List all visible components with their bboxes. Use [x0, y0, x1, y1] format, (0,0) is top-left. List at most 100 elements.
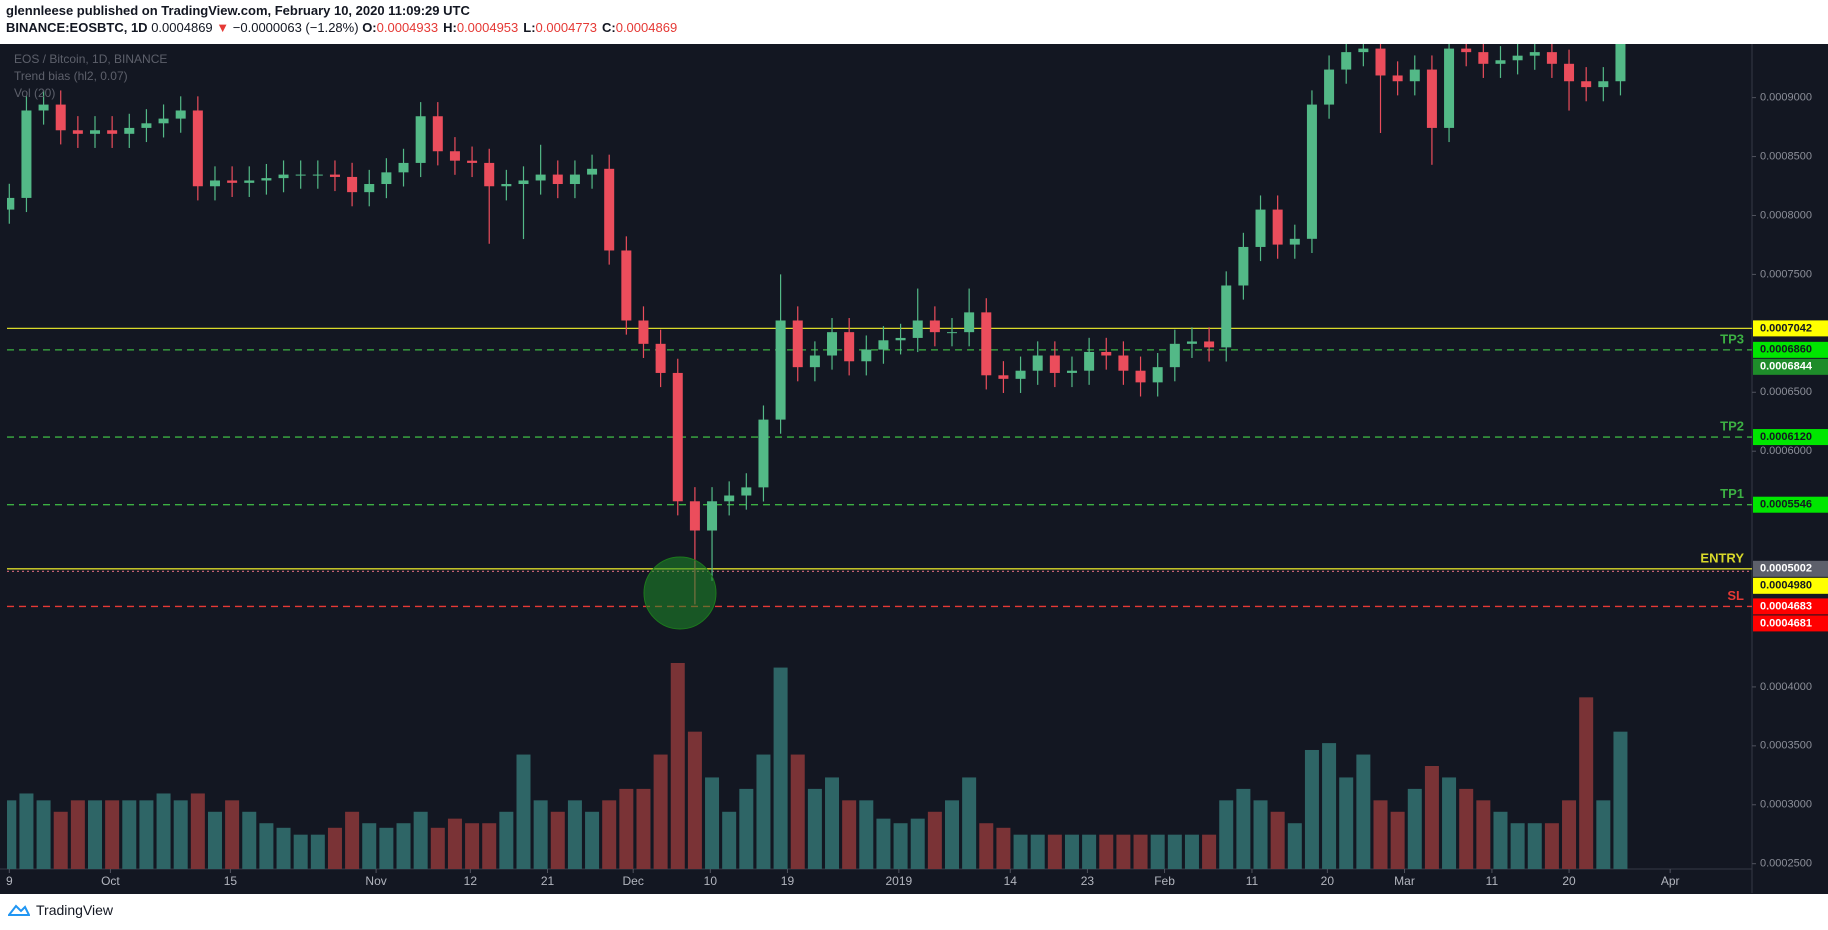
candle-body	[449, 151, 460, 161]
volume-bar	[345, 811, 360, 869]
volume-bar	[88, 800, 102, 869]
y-tick-label: 0.0003000	[1760, 799, 1812, 811]
volume-bar	[1184, 834, 1199, 869]
volume-bar	[499, 811, 514, 869]
volume-bar	[465, 823, 480, 869]
candle-body	[998, 375, 1009, 379]
candle-body	[707, 501, 718, 531]
volume-bar	[1064, 834, 1079, 869]
volume-bar	[1613, 731, 1628, 869]
candle-body	[621, 250, 632, 321]
candle-body	[518, 180, 529, 185]
level-name: TP3	[1720, 331, 1744, 346]
volume-bar	[173, 800, 188, 869]
volume-bar	[1459, 788, 1474, 869]
volume-bar	[1544, 823, 1559, 869]
volume-bar	[962, 777, 977, 869]
candle-body	[38, 104, 49, 111]
volume-bar	[550, 811, 565, 869]
candle-body	[501, 184, 512, 187]
volume-bar	[327, 827, 342, 869]
candle-body	[587, 168, 598, 175]
footer-brand: TradingView	[36, 902, 114, 918]
header: glennleese published on TradingView.com,…	[6, 2, 682, 36]
candle-body	[1564, 63, 1575, 82]
volume-bar	[1099, 834, 1114, 869]
candle-body	[827, 332, 838, 356]
volume-bar	[1030, 834, 1045, 869]
level-label: 0.0007042	[1760, 322, 1812, 334]
y-tick-label: 0.0004000	[1760, 681, 1812, 693]
volume-bar	[1527, 823, 1542, 869]
change: −0.0000063 (−1.28%)	[232, 20, 359, 35]
x-tick-label: 20	[1321, 874, 1335, 888]
candle-body	[964, 312, 975, 333]
candle-body	[741, 487, 752, 496]
level-label: 0.0005546	[1760, 499, 1812, 511]
candle-body	[912, 320, 923, 338]
ohlc-value: 0.0004773	[535, 20, 597, 35]
ohlc-value: 0.0004953	[456, 20, 519, 35]
candle-body	[1478, 52, 1489, 64]
level-label-box	[1753, 615, 1828, 632]
level-label-box	[1753, 496, 1828, 513]
entry-highlight	[643, 556, 717, 630]
candle-body	[758, 419, 769, 488]
candle-body	[381, 172, 392, 185]
volume-bar	[722, 811, 737, 869]
volume-bar	[413, 811, 428, 869]
legend-trend: Trend bias (hl2, 0.07)	[14, 69, 128, 83]
ohlc-key: O:	[362, 20, 377, 35]
chart: EOS / Bitcoin, 1D, BINANCE Trend bias (h…	[0, 44, 1828, 894]
ohlc-value: 0.0004869	[615, 20, 678, 35]
level-label: 0.0004681	[1760, 617, 1812, 629]
volume-bar	[1236, 788, 1251, 869]
x-tick-label: 20	[1562, 874, 1576, 888]
volume-bar	[293, 834, 308, 869]
y-tick-label: 0.0003500	[1760, 740, 1812, 752]
y-tick-label: 0.0006500	[1760, 386, 1812, 398]
candle-body	[878, 340, 889, 350]
volume-bar	[1082, 834, 1097, 869]
volume-bar	[1202, 834, 1217, 869]
x-tick-label: 23	[1081, 874, 1095, 888]
volume-bar	[1476, 800, 1491, 869]
level-label-box	[1753, 598, 1828, 615]
volume-bar	[1596, 800, 1611, 869]
volume-bar	[636, 788, 651, 869]
volume-bar	[1562, 800, 1577, 869]
volume-bar	[619, 788, 634, 869]
x-tick-label: 21	[541, 874, 555, 888]
ohlc: O:0.0004933 H:0.0004953 L:0.0004773 C:0.000…	[362, 20, 682, 35]
volume-bar	[1356, 754, 1371, 869]
candle-body	[398, 162, 409, 173]
x-tick-label: Apr	[1661, 874, 1680, 888]
volume-bar	[910, 818, 925, 869]
y-tick-label: 0.0007500	[1760, 268, 1812, 280]
candle-body	[1204, 341, 1215, 348]
level-label-box	[1753, 429, 1828, 446]
volume-bar	[602, 800, 617, 869]
x-tick-label: 15	[224, 874, 238, 888]
candle-body	[775, 320, 786, 420]
x-tick-label: 2019	[886, 874, 913, 888]
volume-bar	[893, 823, 908, 869]
x-tick-label: 9	[6, 874, 13, 888]
x-tick-label: 12	[464, 874, 478, 888]
candle-body	[1169, 343, 1180, 368]
volume-bar	[807, 788, 822, 869]
x-tick-label: Mar	[1394, 874, 1415, 888]
volume-bar	[1253, 800, 1268, 869]
volume-bar	[876, 818, 891, 869]
volume-bar	[1579, 697, 1594, 869]
candle-body	[295, 174, 306, 176]
candle-body	[192, 110, 203, 187]
volume-bar	[1390, 811, 1405, 869]
level-label: 0.0006120	[1760, 431, 1812, 443]
volume-bar	[1116, 834, 1131, 869]
candle-body	[1512, 55, 1523, 61]
chart-background	[0, 44, 1828, 894]
x-tick-label: 11	[1246, 874, 1259, 888]
candle-body	[1598, 81, 1609, 88]
volume-bar	[1133, 834, 1148, 869]
